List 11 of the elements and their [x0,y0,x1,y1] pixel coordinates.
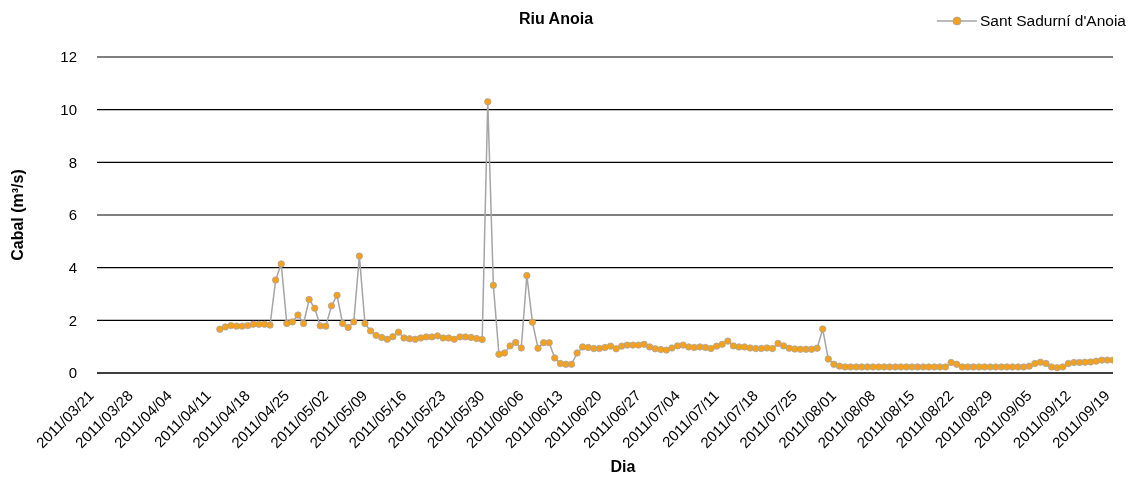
chart-title: Riu Anoia [518,10,594,27]
y-tick-label: 8 [68,153,77,171]
y-tick-label: 12 [60,48,77,66]
x-axis-title: Dia [609,458,637,476]
y-tick-label: 4 [68,258,77,276]
legend-label: Sant Sadurní d'Anoia [979,12,1126,30]
y-tick-label: 0 [68,364,77,382]
y-tick-label: 2 [68,311,77,329]
y-tick-label: 6 [68,206,77,224]
y-axis-title: Cabal (m³/s) [9,169,27,261]
y-tick-label: 10 [60,100,77,118]
